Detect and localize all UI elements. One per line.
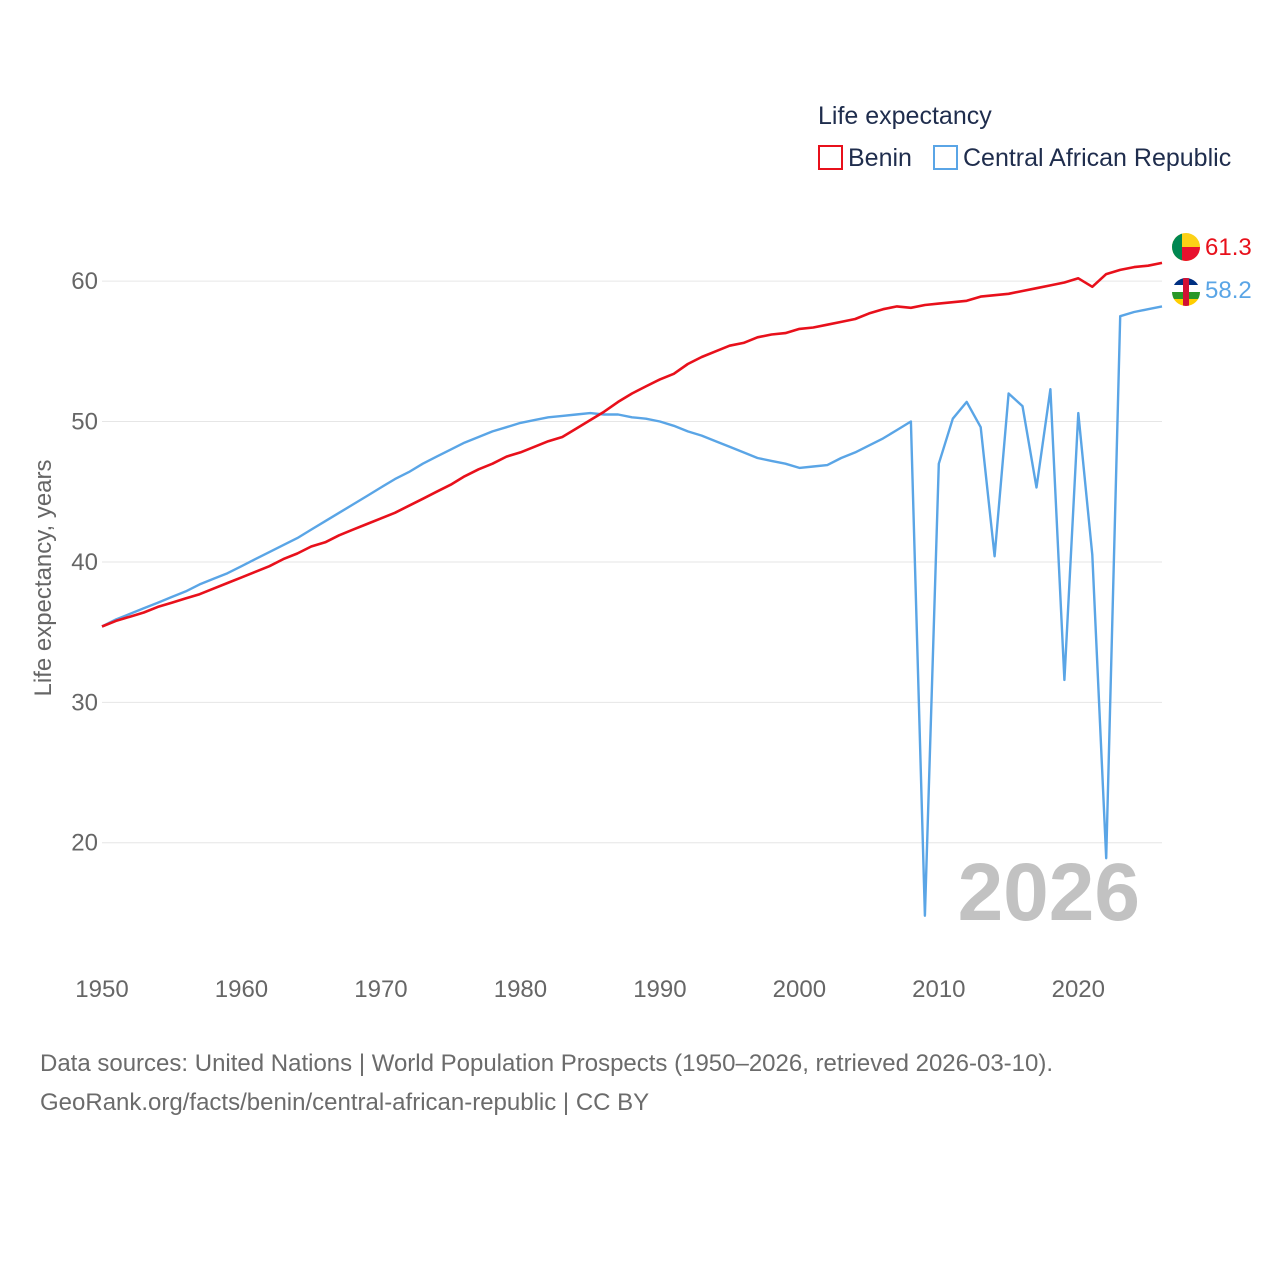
x-axis-ticks: 1950 1960 1970 1980 1990 2000 2010 2020 bbox=[75, 976, 1105, 1003]
legend-label-central-african-republic: Central African Republic bbox=[963, 144, 1231, 172]
legend-item-benin[interactable]: Benin bbox=[818, 144, 912, 172]
source-line-1: Data sources: United Nations | World Pop… bbox=[40, 1050, 1054, 1077]
x-tick-label: 1960 bbox=[215, 976, 268, 1003]
series-line-benin[interactable] bbox=[101, 261, 1163, 628]
benin-flag-icon bbox=[1172, 233, 1200, 261]
legend-item-central-african-republic[interactable]: Central African Republic bbox=[933, 144, 1231, 172]
series-line-central-african-republic[interactable] bbox=[101, 305, 1163, 917]
x-tick-label: 1950 bbox=[75, 976, 128, 1003]
end-value-benin: 61.3 bbox=[1205, 234, 1252, 261]
x-tick-label: 2010 bbox=[912, 976, 965, 1003]
x-tick-label: 2020 bbox=[1052, 976, 1105, 1003]
y-tick-label: 50 bbox=[71, 409, 98, 436]
y-axis-ticks: 20 30 40 50 60 bbox=[71, 268, 98, 857]
y-tick-label: 60 bbox=[71, 268, 98, 295]
x-tick-label: 1990 bbox=[633, 976, 686, 1003]
y-tick-label: 20 bbox=[71, 830, 98, 857]
y-axis-label: Life expectancy, years bbox=[30, 459, 57, 696]
y-tick-label: 30 bbox=[71, 689, 98, 716]
end-marker-central-african-republic: 58.2 bbox=[1172, 277, 1252, 306]
series-lines bbox=[101, 261, 1163, 917]
legend-title: Life expectancy bbox=[818, 102, 992, 130]
legend-swatch-benin bbox=[818, 145, 843, 170]
x-tick-label: 1980 bbox=[494, 976, 547, 1003]
gridlines bbox=[102, 280, 1162, 844]
data-source-note: Data sources: United Nations | World Pop… bbox=[40, 1044, 1240, 1122]
source-line-2: GeoRank.org/facts/benin/central-african-… bbox=[40, 1089, 650, 1116]
legend-label-benin: Benin bbox=[848, 144, 912, 172]
x-tick-label: 1970 bbox=[354, 976, 407, 1003]
legend-swatch-central-african-republic bbox=[933, 145, 958, 170]
end-value-central-african-republic: 58.2 bbox=[1205, 277, 1252, 304]
x-tick-label: 2000 bbox=[773, 976, 826, 1003]
y-tick-label: 40 bbox=[71, 549, 98, 576]
current-year-label: 2026 bbox=[958, 847, 1140, 938]
legend: Life expectancy Benin Central African Re… bbox=[818, 102, 1231, 172]
end-marker-benin: 61.3 bbox=[1172, 233, 1252, 261]
central-african-republic-flag-icon bbox=[1172, 278, 1200, 306]
